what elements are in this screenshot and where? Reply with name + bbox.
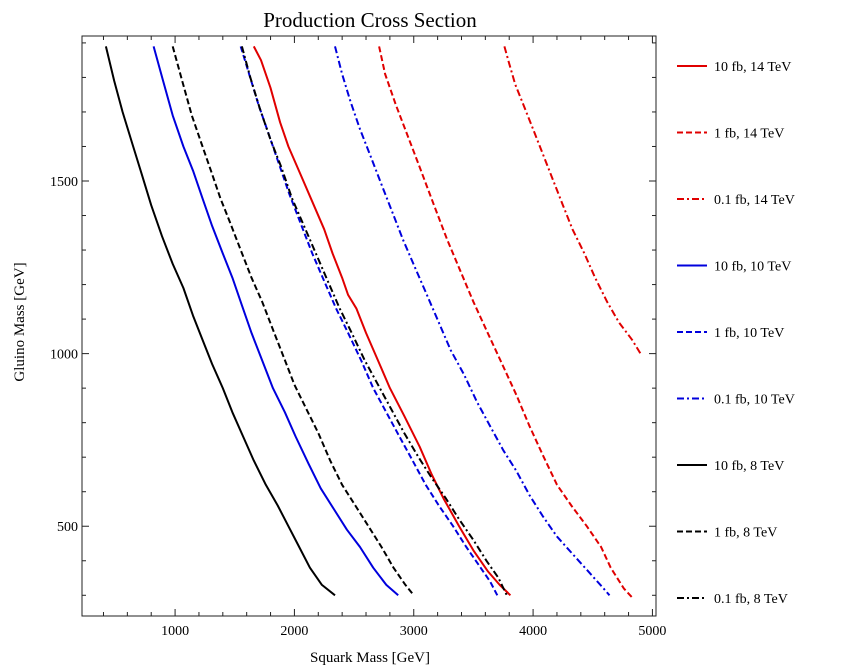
series-line-10-fb-10-tev <box>152 46 399 597</box>
legend-label: 0.1 fb, 10 TeV <box>714 393 795 408</box>
legend-label: 10 fb, 8 TeV <box>714 459 784 474</box>
y-tick-label: 1500 <box>50 175 78 190</box>
x-tick-label: 1000 <box>161 624 189 639</box>
x-tick-label: 5000 <box>638 624 666 639</box>
x-tick-label: 2000 <box>280 624 308 639</box>
legend-label: 1 fb, 14 TeV <box>714 127 784 142</box>
legend-label: 0.1 fb, 8 TeV <box>714 592 788 607</box>
series-line-10-fb-8-tev <box>104 46 336 597</box>
legend-label: 10 fb, 14 TeV <box>714 60 791 75</box>
legend-label: 1 fb, 10 TeV <box>714 326 784 341</box>
series-line-0-1-fb-14-tev <box>503 46 642 355</box>
y-axis-label: Gluino Mass [GeV] <box>12 262 28 381</box>
series-line-0-1-fb-8-tev <box>240 46 508 596</box>
series-line-1-fb-8-tev <box>171 46 415 596</box>
series-line-0-1-fb-10-tev <box>334 46 611 596</box>
x-axis-label: Squark Mass [GeV] <box>310 650 430 666</box>
legend-label: 0.1 fb, 14 TeV <box>714 193 795 208</box>
y-tick-label: 1000 <box>50 348 78 363</box>
y-tick-label: 500 <box>57 520 78 535</box>
series-line-1-fb-10-tev <box>239 46 499 596</box>
plot-frame <box>81 35 657 617</box>
legend-label: 1 fb, 8 TeV <box>714 526 777 541</box>
x-tick-label: 3000 <box>400 624 428 639</box>
series-line-10-fb-14-tev <box>252 45 512 597</box>
chart-title: Production Cross Section <box>263 8 477 32</box>
legend: 10 fb, 14 TeV 1 fb, 14 TeV 0.1 fb, 14 TeV 1… <box>677 60 795 607</box>
series-line-1-fb-14-tev <box>378 46 635 600</box>
axis-ticks: 1000 2000 3000 4000 5000 500 1000 1500 <box>50 36 666 639</box>
legend-label: 10 fb, 10 TeV <box>714 260 791 275</box>
series-lines <box>104 45 642 600</box>
x-tick-label: 4000 <box>519 624 547 639</box>
